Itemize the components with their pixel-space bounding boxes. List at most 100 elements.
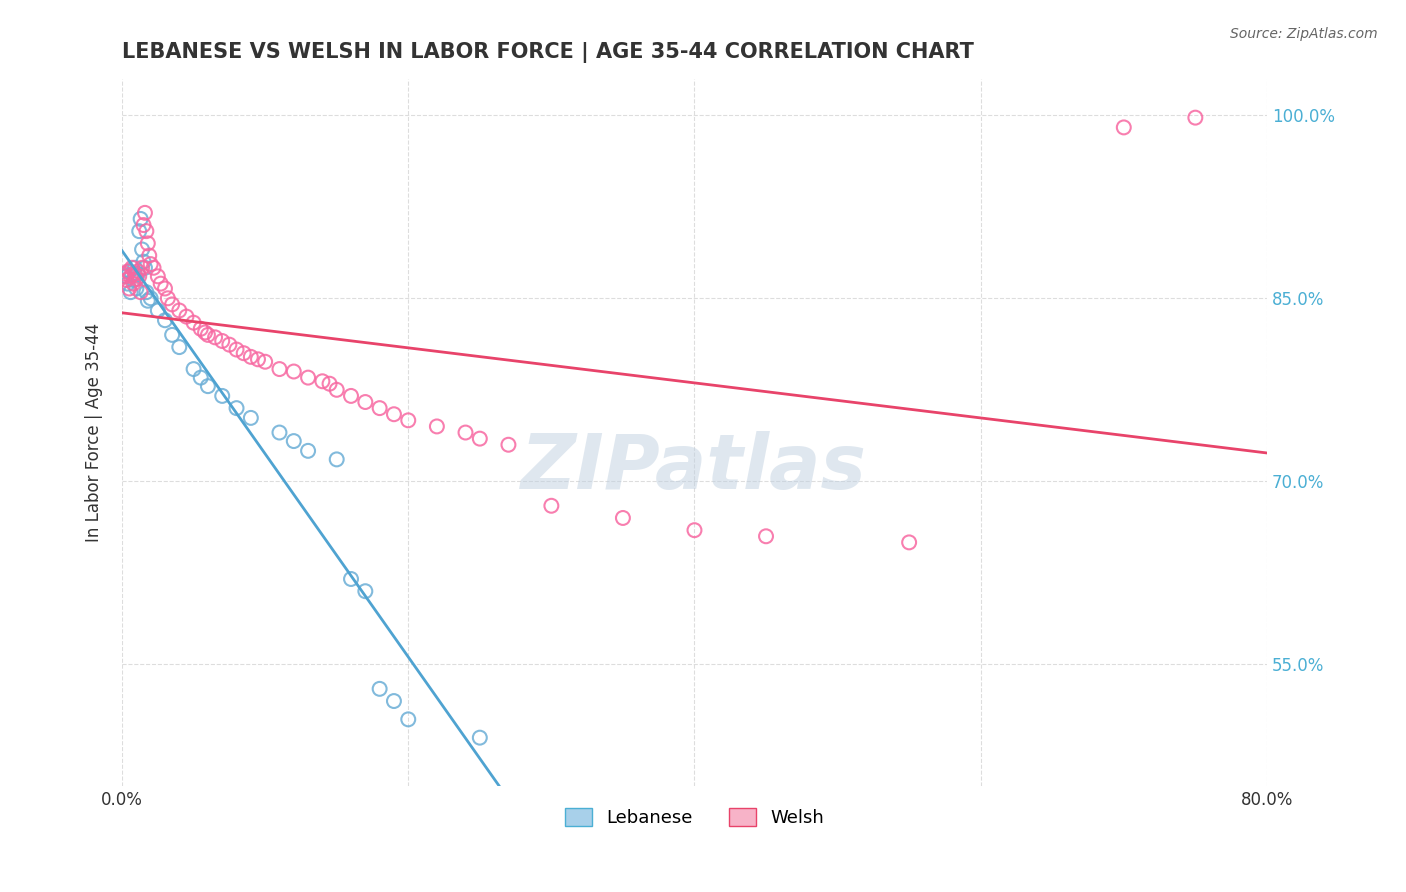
Point — [454, 425, 477, 440]
Point — [115, 269, 138, 284]
Point — [112, 269, 135, 284]
Point — [254, 355, 277, 369]
Point — [118, 264, 141, 278]
Point — [239, 350, 262, 364]
Point — [127, 267, 149, 281]
Point — [283, 364, 305, 378]
Point — [683, 523, 706, 537]
Point — [468, 432, 491, 446]
Point — [498, 438, 520, 452]
Point — [197, 327, 219, 342]
Point — [136, 293, 159, 308]
Point — [139, 257, 162, 271]
Point — [121, 267, 143, 281]
Y-axis label: In Labor Force | Age 35-44: In Labor Force | Age 35-44 — [86, 323, 103, 542]
Point — [318, 376, 340, 391]
Point — [146, 303, 169, 318]
Point — [120, 269, 142, 284]
Point — [354, 584, 377, 599]
Point — [354, 395, 377, 409]
Point — [114, 269, 136, 284]
Point — [127, 264, 149, 278]
Point — [225, 343, 247, 357]
Point — [239, 410, 262, 425]
Point — [176, 310, 198, 324]
Point — [115, 273, 138, 287]
Point — [382, 407, 405, 421]
Text: Source: ZipAtlas.com: Source: ZipAtlas.com — [1230, 27, 1378, 41]
Point — [218, 337, 240, 351]
Point — [325, 383, 347, 397]
Point — [125, 281, 148, 295]
Point — [211, 334, 233, 348]
Point — [325, 452, 347, 467]
Point — [132, 254, 155, 268]
Point — [269, 425, 291, 440]
Point — [135, 224, 157, 238]
Point — [146, 269, 169, 284]
Point — [297, 370, 319, 384]
Point — [197, 379, 219, 393]
Point — [297, 443, 319, 458]
Point — [124, 267, 146, 281]
Point — [131, 260, 153, 275]
Point — [142, 260, 165, 275]
Point — [283, 434, 305, 448]
Point — [149, 277, 172, 291]
Point — [204, 330, 226, 344]
Point — [153, 313, 176, 327]
Point — [232, 346, 254, 360]
Point — [246, 352, 269, 367]
Point — [183, 362, 205, 376]
Point — [194, 326, 217, 340]
Point — [311, 374, 333, 388]
Point — [340, 389, 363, 403]
Point — [124, 260, 146, 275]
Point — [396, 712, 419, 726]
Point — [1112, 120, 1135, 135]
Point — [898, 535, 921, 549]
Point — [426, 419, 449, 434]
Point — [128, 224, 150, 238]
Point — [129, 285, 152, 300]
Point — [225, 401, 247, 416]
Text: LEBANESE VS WELSH IN LABOR FORCE | AGE 35-44 CORRELATION CHART: LEBANESE VS WELSH IN LABOR FORCE | AGE 3… — [122, 42, 974, 62]
Point — [125, 272, 148, 286]
Point — [131, 243, 153, 257]
Point — [120, 285, 142, 300]
Point — [211, 389, 233, 403]
Point — [160, 297, 183, 311]
Point — [138, 249, 160, 263]
Point — [540, 499, 562, 513]
Point — [121, 260, 143, 275]
Point — [153, 281, 176, 295]
Point — [134, 260, 156, 275]
Point — [139, 291, 162, 305]
Point — [612, 511, 634, 525]
Point — [135, 285, 157, 300]
Point — [755, 529, 778, 543]
Point — [190, 370, 212, 384]
Point — [136, 236, 159, 251]
Point — [129, 211, 152, 226]
Point — [122, 273, 145, 287]
Point — [117, 277, 139, 291]
Point — [396, 413, 419, 427]
Point — [269, 362, 291, 376]
Point — [118, 281, 141, 295]
Point — [156, 291, 179, 305]
Point — [134, 206, 156, 220]
Point — [340, 572, 363, 586]
Point — [183, 316, 205, 330]
Point — [169, 303, 191, 318]
Point — [382, 694, 405, 708]
Point — [128, 269, 150, 284]
Point — [368, 401, 391, 416]
Legend: Lebanese, Welsh: Lebanese, Welsh — [558, 800, 831, 834]
Point — [190, 322, 212, 336]
Point — [160, 327, 183, 342]
Point — [169, 340, 191, 354]
Point — [114, 267, 136, 281]
Point — [132, 218, 155, 232]
Point — [117, 264, 139, 278]
